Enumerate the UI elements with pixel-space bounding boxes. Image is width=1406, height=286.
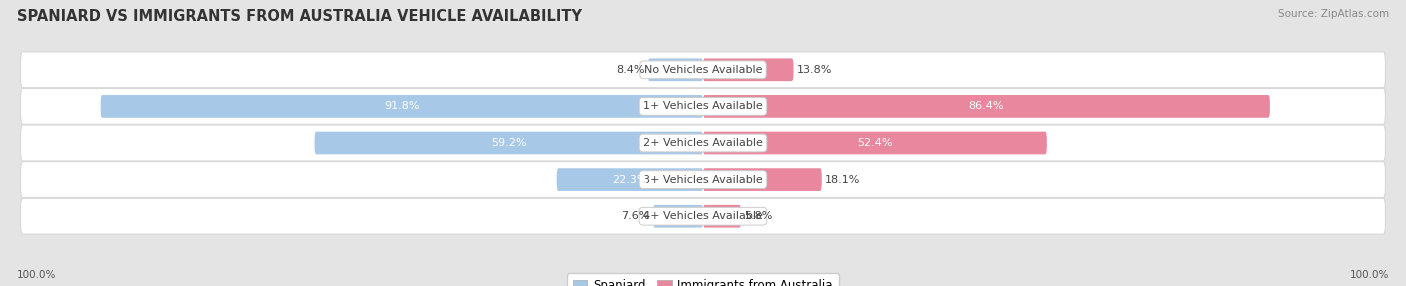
Text: No Vehicles Available: No Vehicles Available	[644, 65, 762, 75]
FancyBboxPatch shape	[703, 205, 741, 228]
Text: 100.0%: 100.0%	[1350, 270, 1389, 280]
Text: 91.8%: 91.8%	[384, 102, 419, 111]
FancyBboxPatch shape	[101, 95, 703, 118]
Text: 5.8%: 5.8%	[744, 211, 773, 221]
FancyBboxPatch shape	[21, 125, 1385, 161]
Text: 2+ Vehicles Available: 2+ Vehicles Available	[643, 138, 763, 148]
Text: SPANIARD VS IMMIGRANTS FROM AUSTRALIA VEHICLE AVAILABILITY: SPANIARD VS IMMIGRANTS FROM AUSTRALIA VE…	[17, 9, 582, 23]
Text: 22.3%: 22.3%	[612, 175, 648, 184]
Text: 1+ Vehicles Available: 1+ Vehicles Available	[643, 102, 763, 111]
FancyBboxPatch shape	[557, 168, 703, 191]
FancyBboxPatch shape	[21, 88, 1385, 124]
Text: 4+ Vehicles Available: 4+ Vehicles Available	[643, 211, 763, 221]
FancyBboxPatch shape	[21, 162, 1385, 198]
FancyBboxPatch shape	[21, 198, 1385, 234]
FancyBboxPatch shape	[21, 52, 1385, 88]
Text: 100.0%: 100.0%	[17, 270, 56, 280]
FancyBboxPatch shape	[648, 58, 703, 81]
Text: 86.4%: 86.4%	[969, 102, 1004, 111]
Legend: Spaniard, Immigrants from Australia: Spaniard, Immigrants from Australia	[567, 273, 839, 286]
FancyBboxPatch shape	[703, 95, 1270, 118]
Text: 52.4%: 52.4%	[858, 138, 893, 148]
Text: 7.6%: 7.6%	[621, 211, 650, 221]
Text: 59.2%: 59.2%	[491, 138, 526, 148]
FancyBboxPatch shape	[703, 132, 1047, 154]
FancyBboxPatch shape	[703, 168, 821, 191]
Text: 13.8%: 13.8%	[797, 65, 832, 75]
Text: 3+ Vehicles Available: 3+ Vehicles Available	[643, 175, 763, 184]
Text: Source: ZipAtlas.com: Source: ZipAtlas.com	[1278, 9, 1389, 19]
FancyBboxPatch shape	[654, 205, 703, 228]
FancyBboxPatch shape	[703, 58, 793, 81]
Text: 8.4%: 8.4%	[616, 65, 644, 75]
Text: 18.1%: 18.1%	[825, 175, 860, 184]
FancyBboxPatch shape	[315, 132, 703, 154]
